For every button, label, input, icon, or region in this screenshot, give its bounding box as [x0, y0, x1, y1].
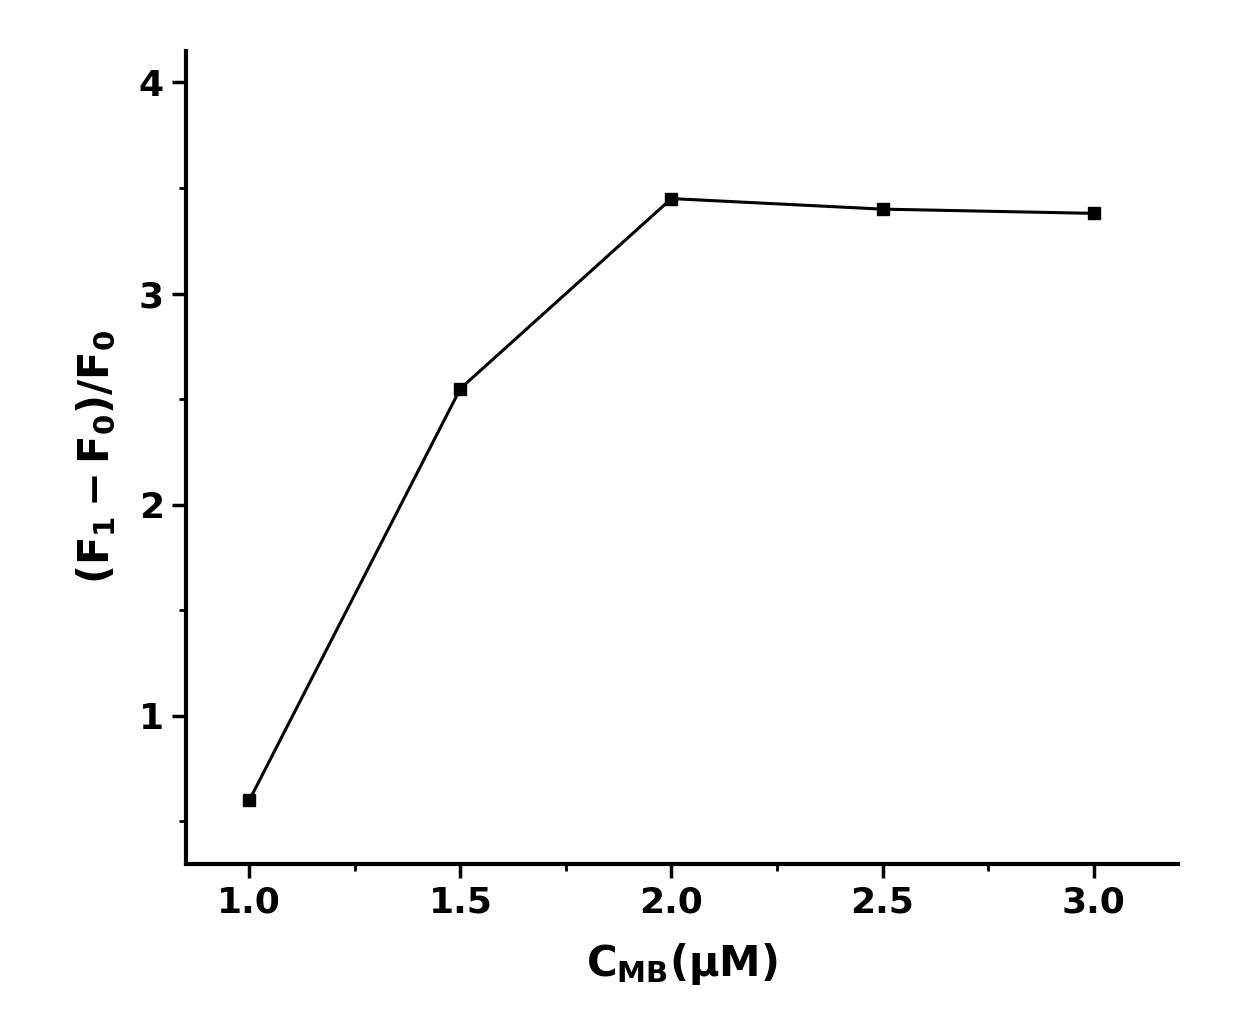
Y-axis label: $\mathbf{(F_1-F_0)/F_0}$: $\mathbf{(F_1-F_0)/F_0}$ [74, 330, 118, 584]
X-axis label: $\mathbf{C_{MB}(\mu M)}$: $\mathbf{C_{MB}(\mu M)}$ [587, 941, 777, 987]
